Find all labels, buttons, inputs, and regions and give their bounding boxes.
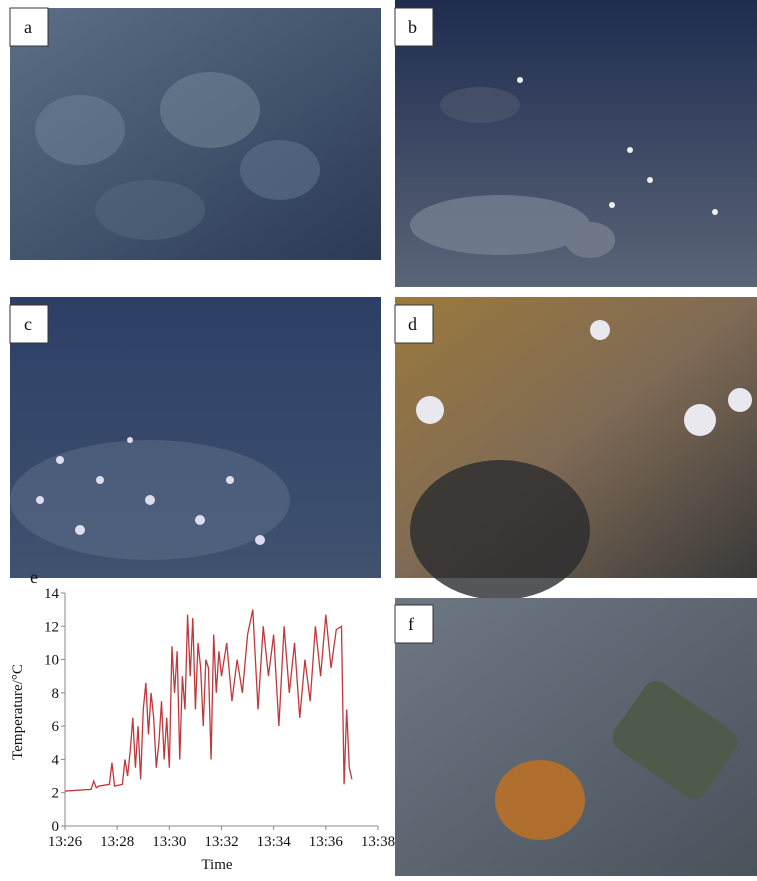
panel-label: a bbox=[24, 17, 32, 37]
photo-b: b bbox=[395, 0, 757, 287]
x-tick-label: 13:34 bbox=[257, 834, 292, 850]
y-tick-label: 12 bbox=[44, 619, 59, 635]
y-tick-label: 14 bbox=[44, 586, 60, 602]
panel-label: d bbox=[408, 314, 417, 334]
x-axis-label: Time bbox=[201, 857, 232, 873]
x-tick-label: 13:32 bbox=[204, 834, 238, 850]
x-tick-label: 13:30 bbox=[152, 834, 186, 850]
temperature-line bbox=[65, 610, 352, 791]
y-tick-label: 2 bbox=[52, 786, 60, 802]
y-tick-label: 4 bbox=[52, 752, 60, 768]
x-tick-label: 13:28 bbox=[100, 834, 134, 850]
y-tick-label: 10 bbox=[44, 653, 59, 669]
x-tick-label: 13:36 bbox=[309, 834, 344, 850]
photo-d: d bbox=[395, 297, 757, 600]
panel-label: c bbox=[24, 314, 32, 334]
panel-label: e bbox=[30, 567, 38, 587]
x-tick-label: 13:26 bbox=[48, 834, 83, 850]
y-axis-label: Temperature/°C bbox=[10, 664, 26, 760]
y-tick-label: 6 bbox=[52, 719, 60, 735]
photo-c: c bbox=[10, 297, 381, 578]
y-tick-label: 8 bbox=[52, 686, 60, 702]
panel-label: f bbox=[408, 614, 414, 634]
x-tick-label: 13:38 bbox=[361, 834, 395, 850]
chart-e: e Time Temperature/°C 0 2 4 6 8 10 12 14 13:26 13… bbox=[10, 567, 395, 873]
page: {"panels": [{"label": "a"}, {"label": "b… bbox=[0, 0, 757, 881]
figure: a b c d f e Time Temperature/°C 02468101 bbox=[0, 0, 757, 876]
photo-f: f bbox=[395, 598, 757, 876]
photo-a: a bbox=[10, 8, 381, 260]
panel-label: b bbox=[408, 17, 417, 37]
y-tick-label: 0 bbox=[52, 819, 60, 835]
